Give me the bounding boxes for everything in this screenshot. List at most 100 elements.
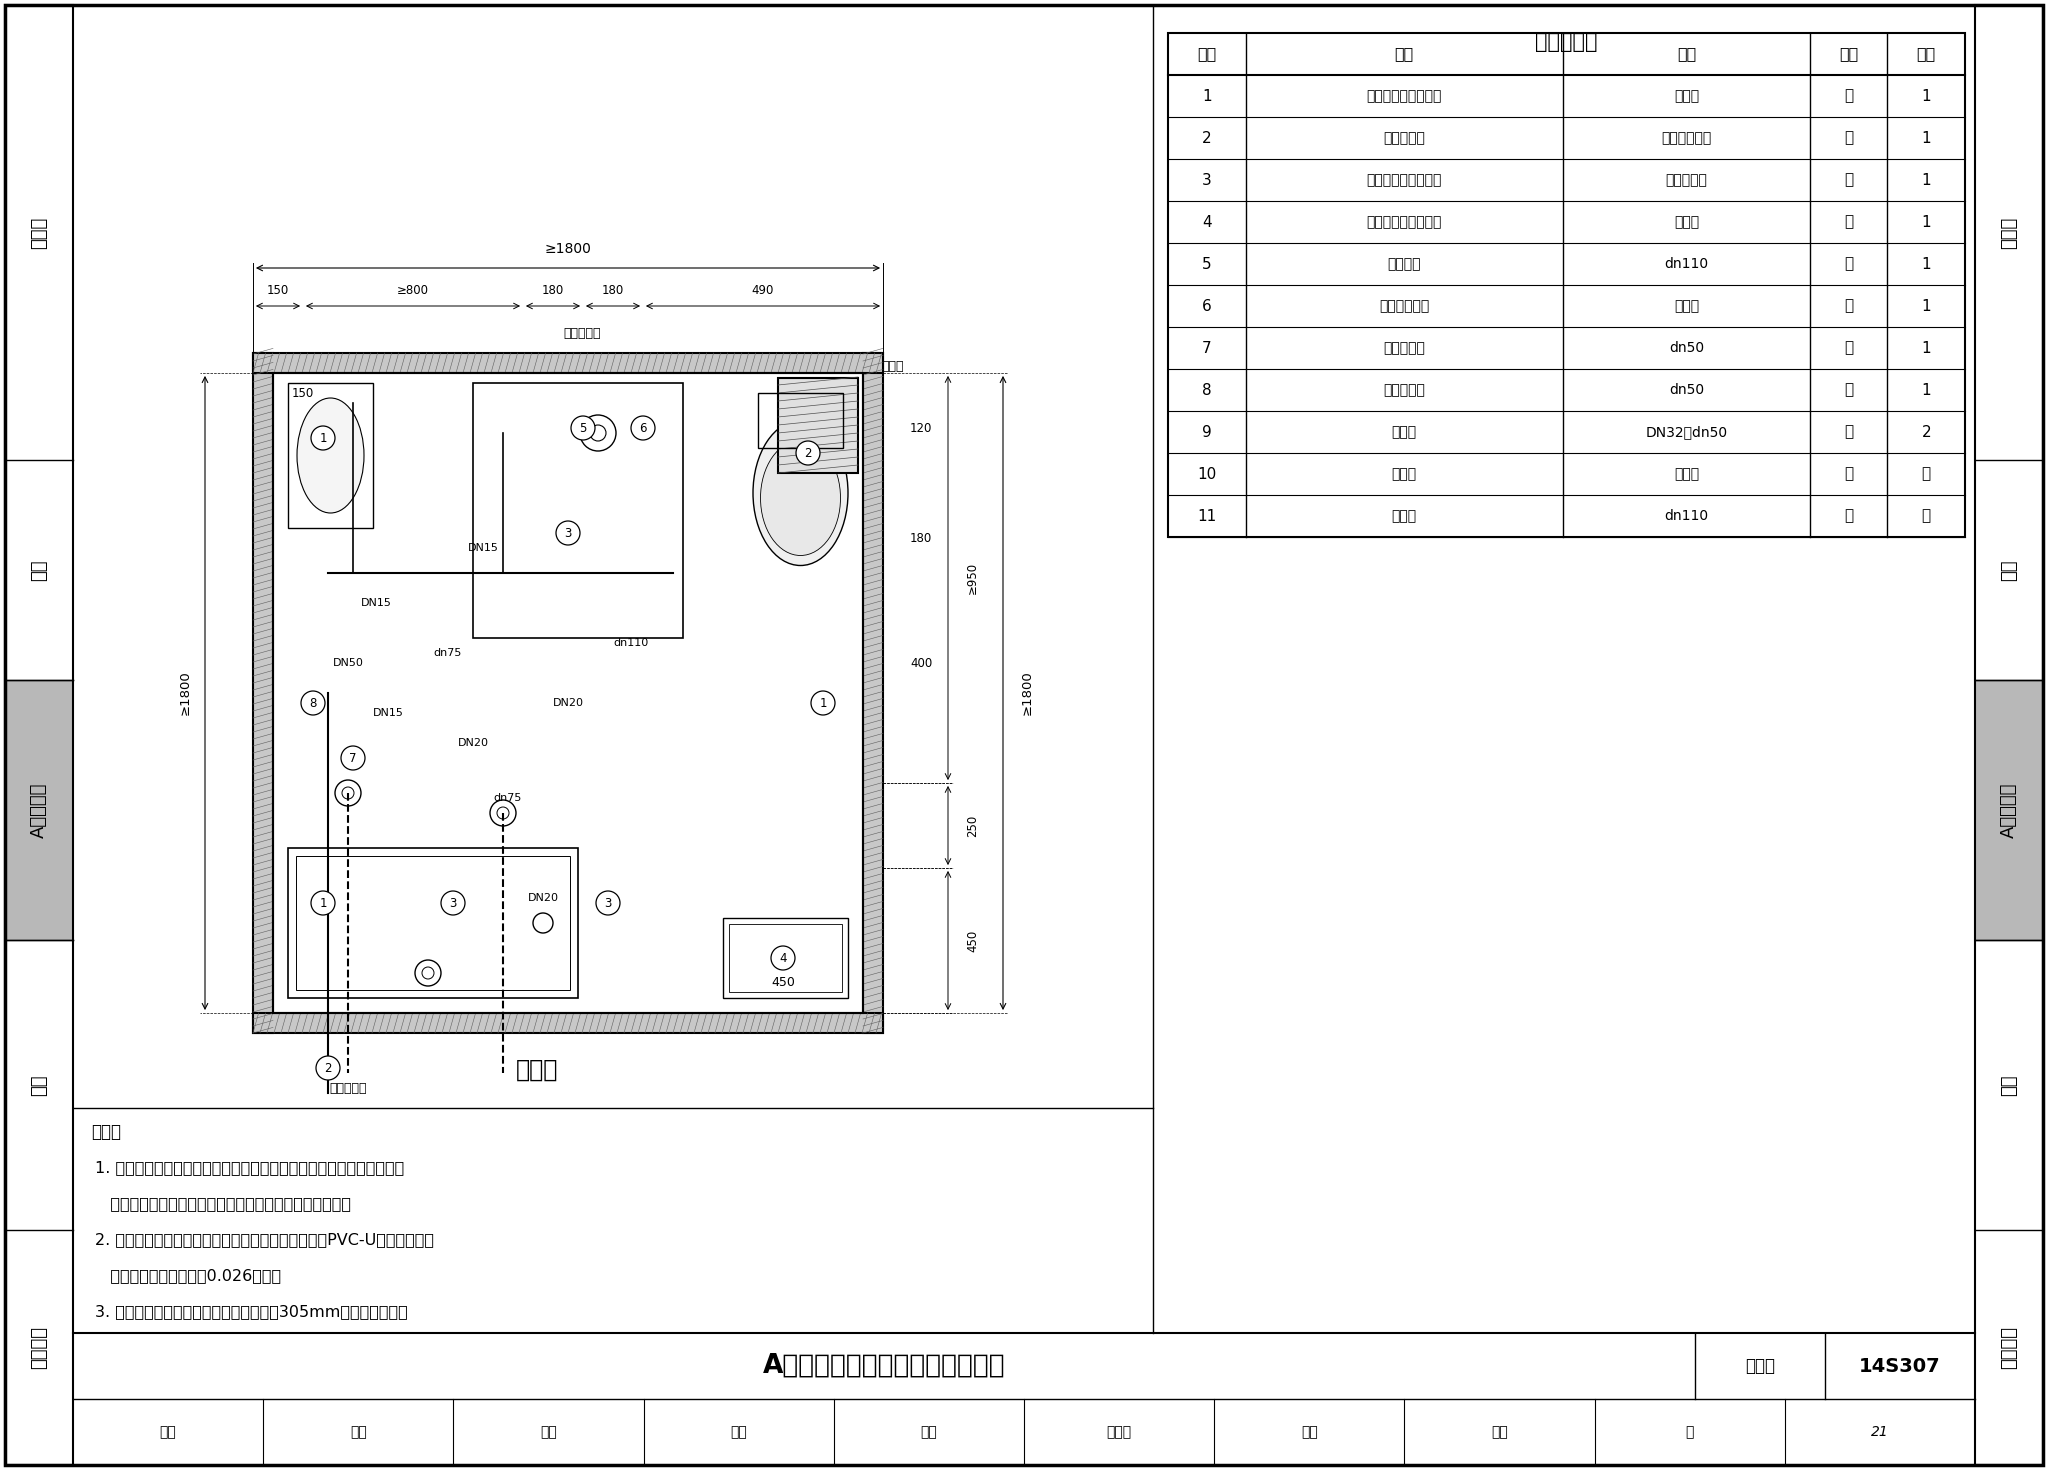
Text: 3: 3 — [1202, 172, 1212, 188]
Text: 根: 根 — [1843, 298, 1853, 313]
Text: 150: 150 — [293, 387, 313, 400]
Text: 名称: 名称 — [1395, 47, 1413, 62]
Text: 数量: 数量 — [1917, 47, 1935, 62]
Text: ≥1800: ≥1800 — [1022, 670, 1034, 716]
Text: dn50: dn50 — [1669, 341, 1704, 354]
Text: 1: 1 — [1921, 382, 1931, 397]
Text: 根: 根 — [1843, 256, 1853, 272]
Circle shape — [311, 891, 336, 914]
Bar — [254, 353, 883, 373]
Text: DN20: DN20 — [553, 698, 584, 709]
Text: dn110: dn110 — [1665, 257, 1708, 270]
Text: 10: 10 — [1198, 466, 1217, 482]
Text: 总说明: 总说明 — [2001, 216, 2017, 248]
Text: 设计: 设计 — [1300, 1424, 1317, 1439]
Text: 1: 1 — [1921, 256, 1931, 272]
Text: 存水弯: 存水弯 — [1393, 425, 1417, 440]
Text: DN20: DN20 — [459, 738, 489, 748]
Text: 校对: 校对 — [920, 1424, 938, 1439]
Circle shape — [770, 947, 795, 970]
Text: 8: 8 — [309, 697, 317, 710]
Text: 个: 个 — [1843, 341, 1853, 356]
Circle shape — [311, 426, 336, 450]
Text: 9: 9 — [1202, 425, 1212, 440]
Text: A型卫生间: A型卫生间 — [31, 782, 47, 838]
Text: ≥950: ≥950 — [967, 562, 979, 594]
Circle shape — [571, 416, 596, 440]
Text: 编制: 编制 — [541, 1424, 557, 1439]
Text: 1: 1 — [1921, 215, 1931, 229]
Text: 按设计: 按设计 — [1673, 215, 1700, 229]
Text: 250: 250 — [967, 814, 979, 836]
Text: DN50: DN50 — [334, 659, 365, 667]
Text: 14S307: 14S307 — [1860, 1357, 1942, 1376]
Ellipse shape — [754, 420, 848, 566]
Text: 张文华: 张文华 — [1106, 1424, 1133, 1439]
Circle shape — [811, 691, 836, 714]
Text: 1: 1 — [1921, 172, 1931, 188]
Bar — [723, 917, 848, 998]
Text: 2: 2 — [1921, 425, 1931, 440]
Text: 1: 1 — [1921, 298, 1931, 313]
Text: 7: 7 — [1202, 341, 1212, 356]
Text: 万水: 万水 — [1491, 1424, 1507, 1439]
Text: 180: 180 — [909, 532, 932, 544]
Text: ≥800: ≥800 — [397, 284, 428, 297]
Text: ≥1800: ≥1800 — [545, 243, 592, 256]
Text: 1. 本图给水管采用枝状供水；敷设在吊顶内时，用实线表示；如敷设在: 1. 本图给水管采用枝状供水；敷设在吊顶内时，用实线表示；如敷设在 — [94, 1160, 403, 1175]
Text: 审核: 审核 — [160, 1424, 176, 1439]
Text: 1: 1 — [319, 432, 328, 444]
Text: 3: 3 — [565, 526, 571, 539]
Text: 阻火圈: 阻火圈 — [1393, 509, 1417, 523]
Text: 按设计: 按设计 — [1673, 298, 1700, 313]
Text: 1: 1 — [1202, 88, 1212, 103]
Bar — [254, 353, 272, 1033]
Circle shape — [301, 691, 326, 714]
Text: 400: 400 — [909, 657, 932, 669]
Text: 21: 21 — [1872, 1424, 1888, 1439]
Text: 个: 个 — [1843, 425, 1853, 440]
Text: 节点详图: 节点详图 — [2001, 1326, 2017, 1369]
Text: 平面图: 平面图 — [516, 1058, 559, 1082]
Text: 图集号: 图集号 — [1745, 1357, 1776, 1374]
Circle shape — [555, 520, 580, 545]
Circle shape — [631, 416, 655, 440]
Text: 2: 2 — [805, 447, 811, 460]
Text: 接自冷水表: 接自冷水表 — [330, 1082, 367, 1095]
Bar — [4, 4, 74, 1466]
Text: 厨房: 厨房 — [2001, 559, 2017, 581]
Text: 4: 4 — [778, 951, 786, 964]
Text: 490: 490 — [752, 284, 774, 297]
Bar — [4, 681, 74, 939]
Text: －: － — [1921, 509, 1931, 523]
Text: 按设计: 按设计 — [1673, 467, 1700, 481]
Text: 5: 5 — [580, 422, 586, 435]
Text: 3: 3 — [449, 897, 457, 910]
Text: 套: 套 — [1843, 131, 1853, 146]
Text: 450: 450 — [770, 976, 795, 989]
Text: 150: 150 — [266, 284, 289, 297]
Text: 直通式地漏: 直通式地漏 — [1382, 341, 1425, 354]
Text: 1: 1 — [819, 697, 827, 710]
Text: 页: 页 — [1686, 1424, 1694, 1439]
Text: 1: 1 — [319, 897, 328, 910]
Text: DN15: DN15 — [360, 598, 391, 609]
Circle shape — [797, 441, 819, 465]
Circle shape — [440, 891, 465, 914]
Text: 分体式下排水: 分体式下排水 — [1661, 131, 1712, 146]
Circle shape — [315, 1055, 340, 1080]
Text: 3: 3 — [604, 897, 612, 910]
Text: 混凝土墩块: 混凝土墩块 — [563, 326, 600, 340]
Text: 450: 450 — [967, 929, 979, 951]
Text: dn75: dn75 — [432, 648, 461, 659]
Text: 节点详图: 节点详图 — [31, 1326, 47, 1369]
Ellipse shape — [297, 398, 365, 513]
Ellipse shape — [760, 441, 840, 556]
Bar — [473, 384, 682, 638]
Text: 1: 1 — [1921, 341, 1931, 356]
Text: DN32、dn50: DN32、dn50 — [1645, 425, 1726, 440]
Text: 套: 套 — [1843, 215, 1853, 229]
Bar — [1167, 32, 1964, 537]
Text: 6: 6 — [639, 422, 647, 435]
Text: 说明：: 说明： — [90, 1123, 121, 1141]
